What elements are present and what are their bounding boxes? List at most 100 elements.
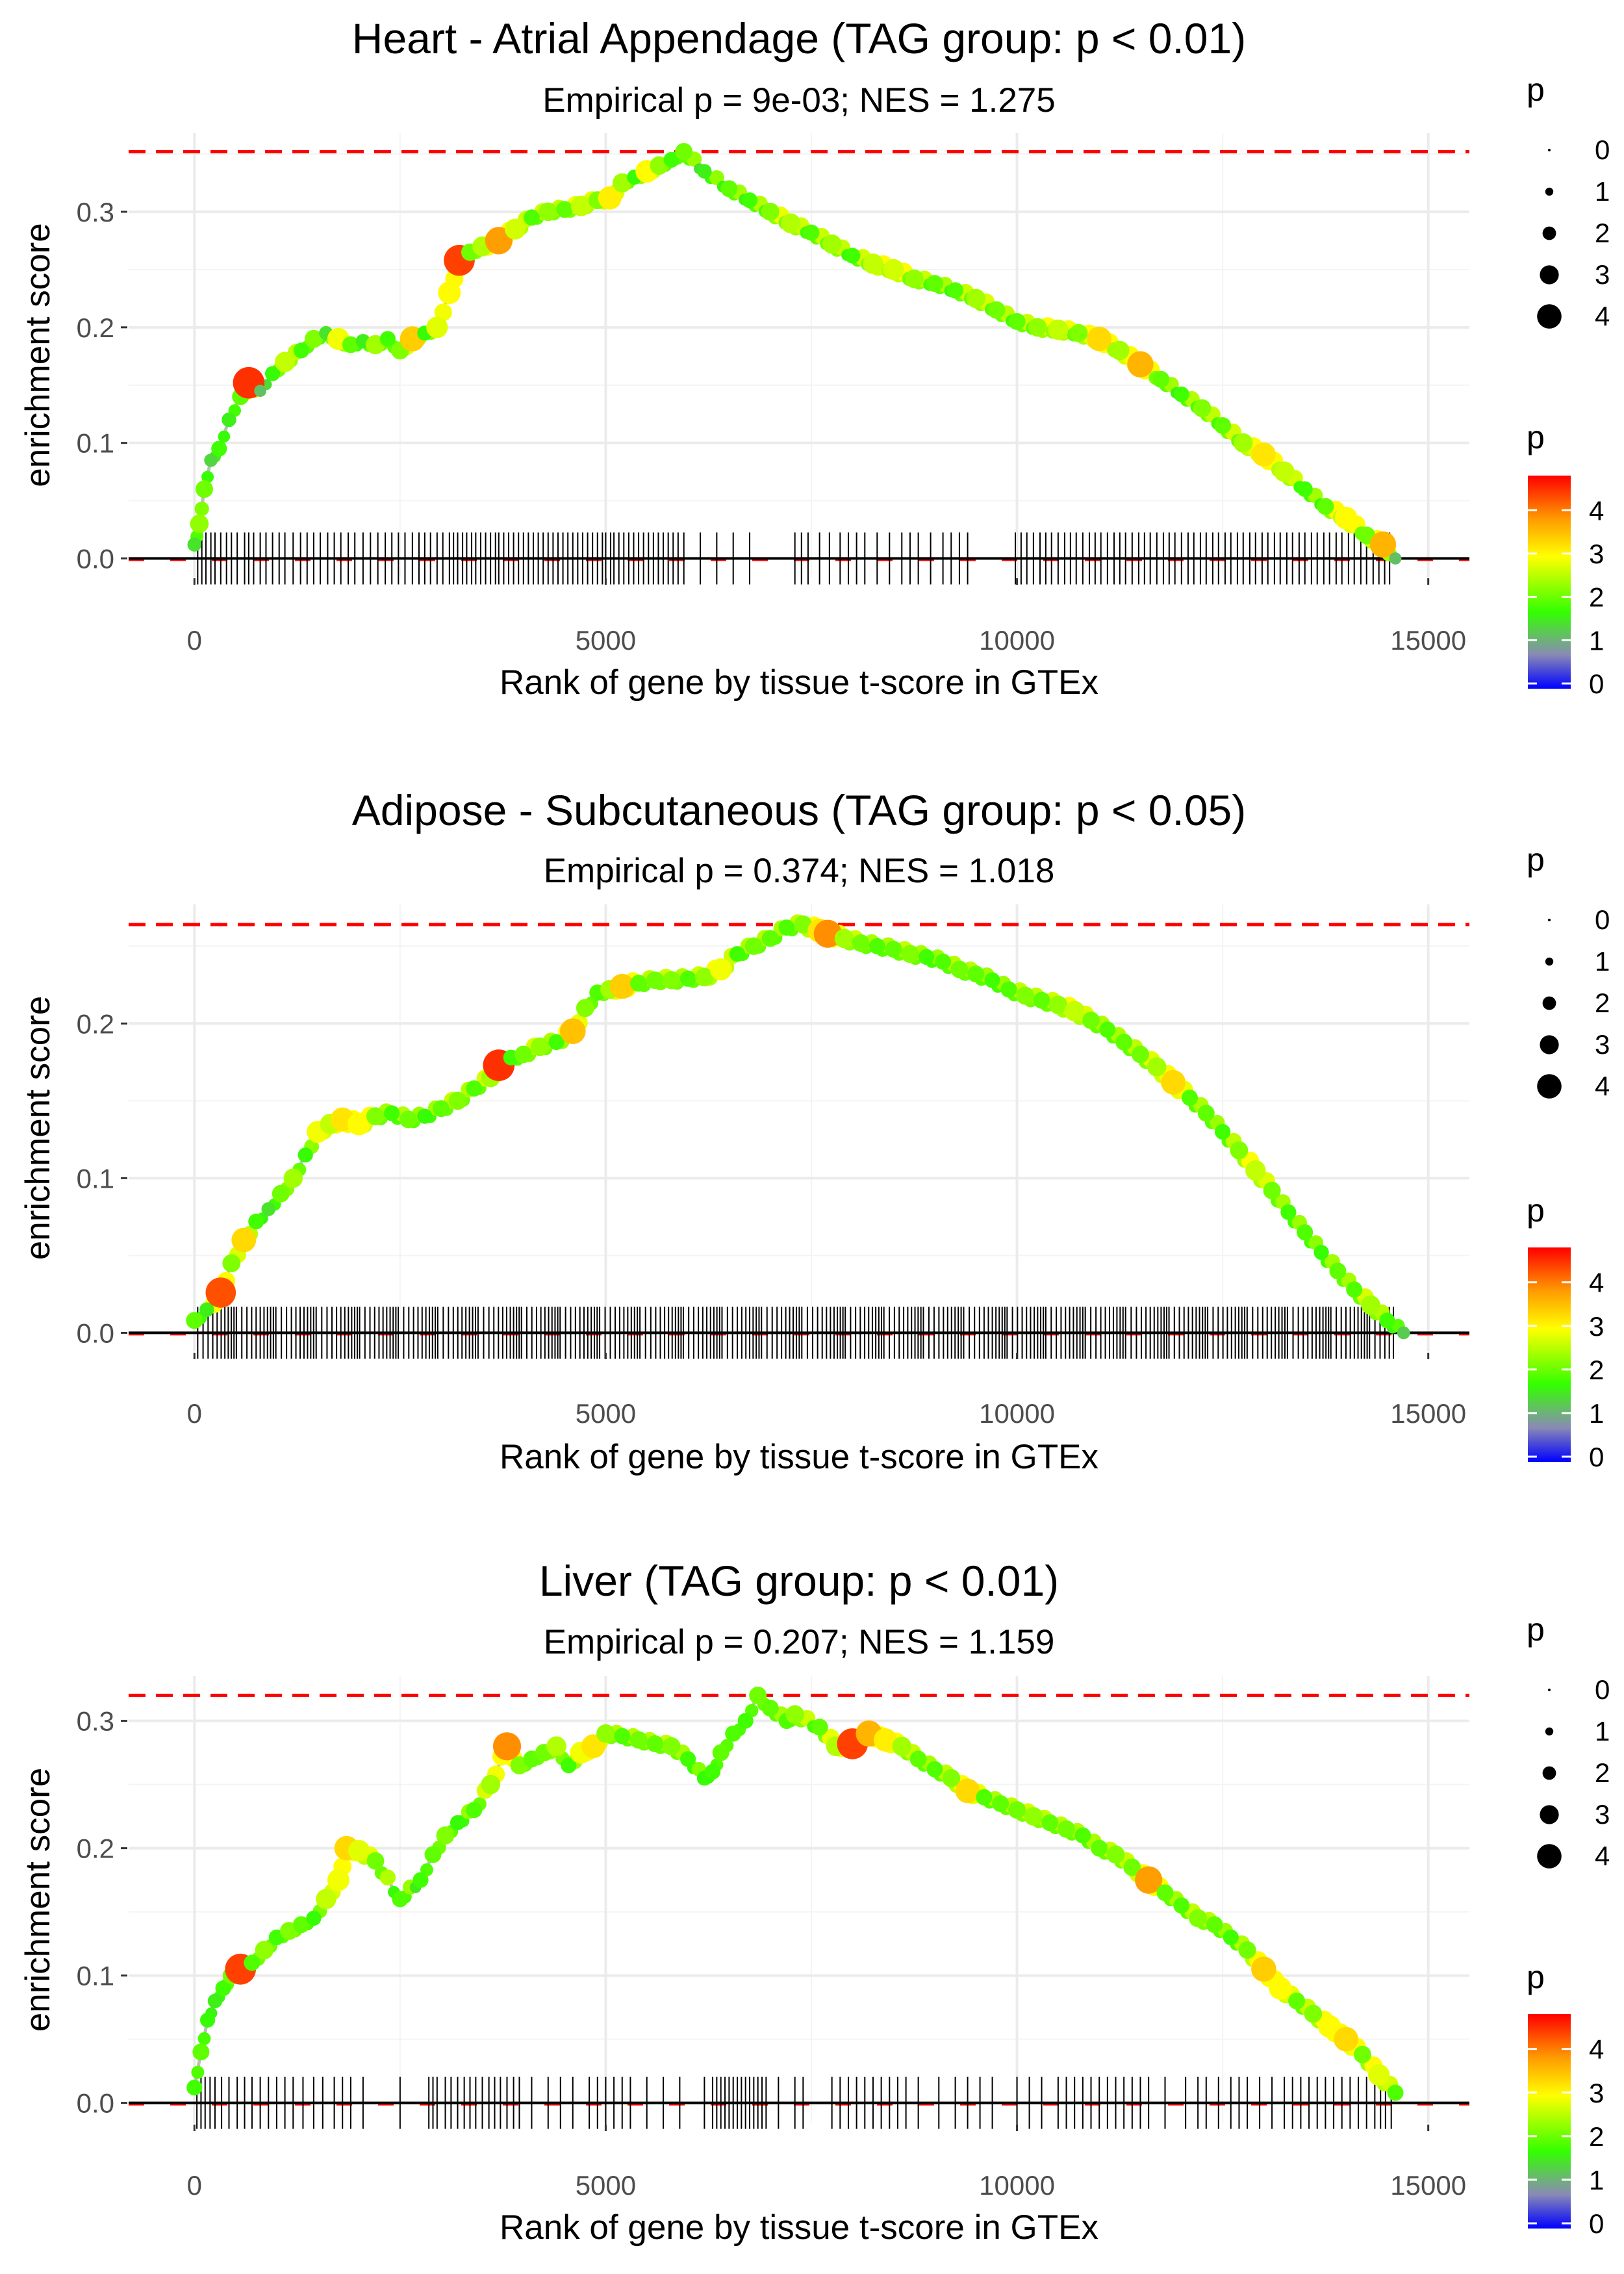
chart-title: Heart - Atrial Appendage (TAG group: p <…: [352, 14, 1246, 62]
panel-1: Heart - Atrial Appendage (TAG group: p <…: [19, 14, 1610, 702]
gene-point: [1152, 370, 1170, 388]
gene-point: [926, 275, 943, 292]
size-legend-key: [1545, 187, 1554, 196]
size-legend-title: p: [1527, 71, 1545, 108]
gene-point: [822, 234, 842, 254]
gene-point: [869, 938, 885, 954]
gene-point: [1297, 481, 1313, 497]
size-legend-key: [1540, 1805, 1559, 1824]
size-legend-label: 2: [1595, 988, 1610, 1018]
gene-point: [1387, 2084, 1404, 2101]
size-legend-title: p: [1527, 841, 1545, 878]
color-legend-title: p: [1527, 419, 1545, 455]
gene-point: [778, 919, 795, 936]
color-legend-label: 3: [1589, 539, 1604, 569]
gene-point: [630, 975, 648, 992]
gene-point: [803, 224, 820, 241]
gene-point: [293, 342, 309, 359]
gene-point: [576, 999, 594, 1017]
gene-point: [1069, 324, 1088, 342]
x-tick-label: 0: [187, 2170, 202, 2201]
gene-point: [191, 2065, 205, 2079]
color-bar: [1528, 476, 1571, 689]
gene-point: [366, 1852, 385, 1870]
size-legend-title: p: [1527, 1611, 1545, 1648]
gene-point: [556, 201, 574, 218]
gene-point: [1058, 1820, 1075, 1838]
gene-point: [1252, 442, 1276, 466]
gene-point: [1008, 1801, 1026, 1819]
gene-point: [1215, 1123, 1231, 1140]
x-axis-title: Rank of gene by tissue t-score in GTEx: [500, 2208, 1098, 2247]
gene-point: [1304, 2004, 1323, 2023]
gene-point: [1353, 2045, 1371, 2063]
gene-point: [926, 1761, 943, 1778]
size-legend-label: 1: [1595, 176, 1610, 207]
gene-point: [662, 971, 681, 990]
gene-point: [909, 1750, 927, 1768]
gene-point: [901, 945, 919, 964]
gene-point: [305, 329, 323, 348]
size-legend-key: [1540, 265, 1559, 285]
gene-point: [1334, 2026, 1359, 2052]
gene-point: [466, 1802, 483, 1819]
x-tick-label: 10000: [979, 1398, 1055, 1429]
size-legend-label: 3: [1595, 1029, 1610, 1060]
gene-point: [254, 385, 266, 397]
x-tick-label: 5000: [576, 2170, 636, 2201]
chart-title: Adipose - Subcutaneous (TAG group: p < 0…: [352, 786, 1246, 834]
gene-point: [283, 1168, 303, 1188]
gene-point: [834, 928, 854, 949]
gene-point: [744, 937, 763, 955]
es-curve: [192, 1693, 1397, 2094]
gene-point: [947, 282, 964, 299]
gene-point: [1147, 1057, 1167, 1077]
gene-point: [1156, 1884, 1174, 1902]
size-legend-key: [1540, 1035, 1559, 1054]
gene-point: [609, 973, 635, 999]
gene-point: [1214, 417, 1232, 434]
color-legend-label: 4: [1589, 495, 1604, 526]
gene-point: [561, 1757, 577, 1774]
x-tick-label: 15000: [1390, 1398, 1466, 1429]
gene-point: [417, 1108, 433, 1124]
gene-point: [919, 949, 935, 965]
gene-point: [662, 1737, 681, 1756]
y-tick-label: 0.1: [77, 1961, 114, 1991]
gene-point: [524, 209, 540, 226]
size-legend-key: [1537, 1844, 1562, 1869]
color-legend-label: 1: [1589, 625, 1604, 656]
gene-point: [530, 1037, 550, 1056]
size-legend-label: 1: [1595, 1716, 1610, 1746]
color-legend-label: 2: [1589, 2121, 1604, 2152]
size-legend-key: [1545, 957, 1554, 966]
gene-point: [1193, 399, 1212, 418]
gene-point: [426, 316, 448, 339]
size-legend-key: [1537, 304, 1562, 329]
gene-point: [255, 1941, 274, 1960]
size-legend: p 0 1 2 3 4: [1527, 1611, 1610, 1871]
gene-point: [749, 1686, 767, 1704]
gene-point: [196, 480, 213, 498]
color-legend-label: 4: [1589, 1268, 1604, 1298]
color-legend-label: 0: [1589, 669, 1604, 699]
gene-point: [892, 1737, 912, 1756]
x-axis-title: Rank of gene by tissue t-score in GTEx: [500, 663, 1098, 702]
gene-point: [222, 1254, 241, 1273]
gene-point: [1041, 1814, 1059, 1832]
gene-point: [190, 514, 209, 533]
gene-point: [1024, 1807, 1043, 1826]
color-legend-label: 3: [1589, 2078, 1604, 2108]
gene-point: [485, 227, 513, 255]
chart-title: Liver (TAG group: p < 0.01): [539, 1557, 1059, 1605]
gene-point: [874, 1728, 897, 1752]
gene-point: [1087, 326, 1112, 351]
gene-point: [201, 470, 214, 483]
size-legend: p 0 1 2 3 4: [1527, 841, 1610, 1101]
size-legend-label: 2: [1595, 1757, 1610, 1788]
gene-point: [737, 1713, 754, 1729]
gene-point: [438, 281, 461, 304]
gene-point: [186, 1312, 203, 1329]
gene-point: [1368, 2063, 1390, 2086]
gene-point: [187, 537, 202, 552]
